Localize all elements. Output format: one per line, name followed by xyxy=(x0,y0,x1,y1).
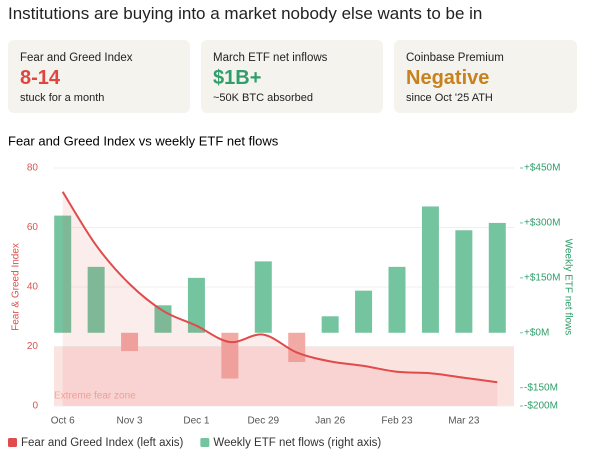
x-tick-label: Feb 23 xyxy=(381,416,413,427)
bar xyxy=(321,316,339,333)
y2-tick-label: +$0M xyxy=(524,327,549,338)
y-tick-label: 60 xyxy=(27,222,39,233)
line-area xyxy=(62,191,498,406)
card-note: since Oct '25 ATH xyxy=(406,92,493,104)
y2-tick-label: +$300M xyxy=(524,218,560,229)
card: Coinbase Premium Negative since Oct '25 … xyxy=(394,40,577,113)
bar xyxy=(254,261,272,333)
bar xyxy=(455,230,473,333)
x-tick-label: Dec 29 xyxy=(247,416,279,427)
card-note: ~50K BTC absorbed xyxy=(213,92,313,104)
card-label: Fear and Greed Index xyxy=(20,52,133,64)
bar xyxy=(121,332,139,352)
legend-swatch xyxy=(200,438,210,447)
y2-tick-label: +$150M xyxy=(524,272,560,283)
bar xyxy=(355,290,373,333)
line xyxy=(61,191,498,384)
x-tick-label: Mar 23 xyxy=(448,416,480,427)
chart-title: Fear and Greed Index vs weekly ETF net f… xyxy=(8,133,279,148)
x-tick-label: Dec 1 xyxy=(183,416,210,427)
bar xyxy=(388,266,406,333)
y-tick-label: 20 xyxy=(27,341,39,352)
card-value: $1B+ xyxy=(213,67,262,89)
bar xyxy=(187,277,205,333)
card: March ETF net inflows $1B+ ~50K BTC abso… xyxy=(201,40,383,113)
legend-swatch xyxy=(8,438,17,447)
zone xyxy=(54,346,514,406)
bar xyxy=(87,266,105,333)
y2-tick-label: -$150M xyxy=(524,382,558,393)
card-label: March ETF net inflows xyxy=(213,52,328,64)
card-note: stuck for a month xyxy=(20,92,105,104)
bar xyxy=(488,222,506,333)
x-tick-label: Oct 6 xyxy=(51,416,75,427)
y2-tick-label: -$200M xyxy=(524,401,558,412)
card-value: Negative xyxy=(406,67,490,89)
bar xyxy=(221,332,239,379)
x-tick-label: Nov 3 xyxy=(117,416,144,427)
y-axis-label: Fear & Greed Index xyxy=(11,243,22,331)
legend-label: Fear and Greed Index (left axis) xyxy=(21,437,184,449)
bar xyxy=(421,206,439,333)
x-tick-label: Jan 26 xyxy=(315,416,345,427)
y-tick-label: 40 xyxy=(27,282,39,293)
zone-label: Extreme fear zone xyxy=(54,391,136,402)
bar xyxy=(54,215,72,333)
card-label: Coinbase Premium xyxy=(406,52,504,64)
legend-label: Weekly ETF net flows (right axis) xyxy=(213,437,381,449)
card-value: 8-14 xyxy=(20,67,61,89)
y2-axis-label: Weekly ETF net flows xyxy=(562,239,573,336)
y-tick-label: 0 xyxy=(32,401,38,412)
y-tick-label: 80 xyxy=(27,163,39,174)
card: Fear and Greed Index 8-14 stuck for a mo… xyxy=(8,40,190,113)
y2-tick-label: +$450M xyxy=(524,163,560,174)
page-title: Institutions are buying into a market no… xyxy=(8,4,483,23)
